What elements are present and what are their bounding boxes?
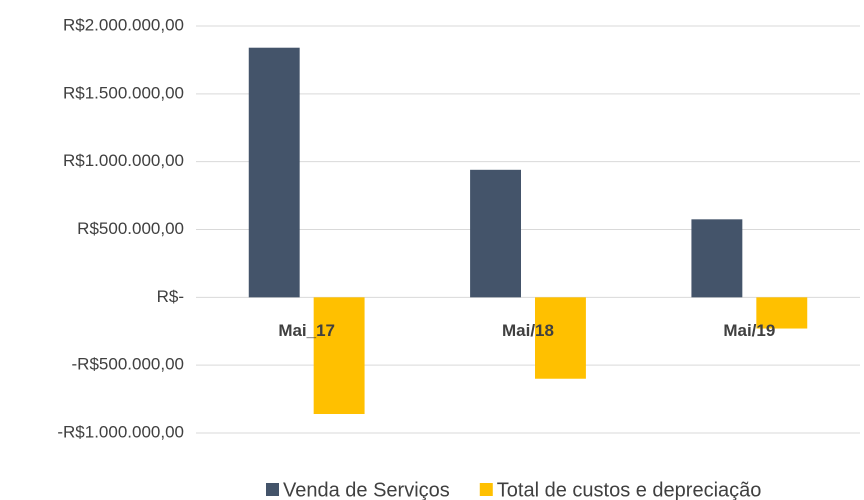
y-tick-label: -R$1.000.000,00 [57, 422, 184, 441]
bar [248, 47, 300, 298]
legend-label: Venda de Serviços [283, 479, 450, 500]
y-tick-label: R$- [157, 287, 184, 306]
x-tick-label: Mai/18 [502, 321, 554, 340]
y-tick-label: R$2.000.000,00 [63, 15, 184, 34]
x-tick-label: Mai_17 [278, 321, 335, 340]
y-tick-label: R$1.000.000,00 [63, 151, 184, 170]
bar [756, 297, 808, 329]
bar [313, 297, 365, 415]
bar [535, 297, 586, 379]
x-tick-label: Mai/19 [723, 321, 775, 340]
bar [691, 219, 743, 298]
legend-swatch [266, 483, 279, 496]
y-tick-label: R$500.000,00 [77, 219, 184, 238]
bar [470, 169, 521, 298]
y-tick-label: -R$500.000,00 [72, 355, 184, 374]
legend-swatch [479, 483, 493, 496]
legend-label: Total de custos e depreciação [497, 479, 762, 500]
y-tick-label: R$1.500.000,00 [63, 83, 184, 102]
